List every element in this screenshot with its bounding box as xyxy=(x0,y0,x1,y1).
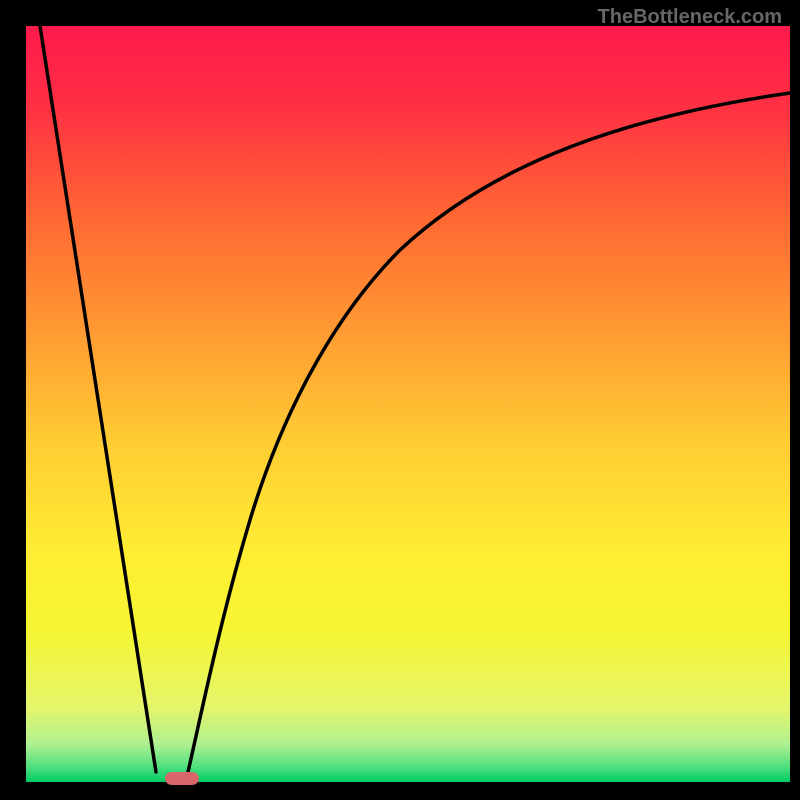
bottleneck-chart xyxy=(0,0,800,800)
watermark: TheBottleneck.com xyxy=(598,6,782,29)
optimal-marker xyxy=(165,772,199,785)
chart-container: TheBottleneck.com xyxy=(0,0,800,800)
